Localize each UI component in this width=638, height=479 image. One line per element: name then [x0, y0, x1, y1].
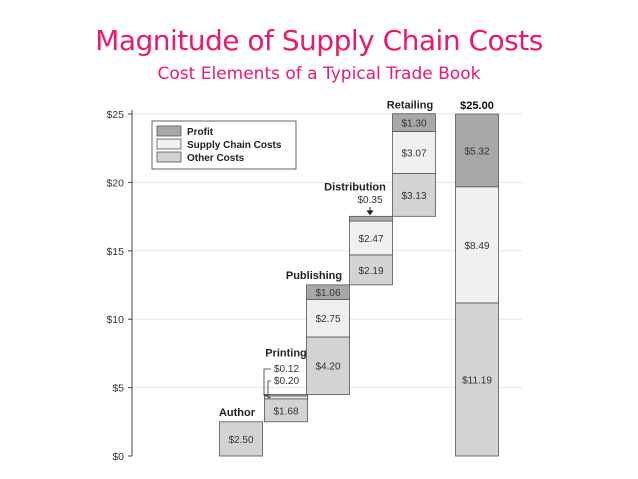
legend-label: Supply Chain Costs — [187, 140, 282, 151]
bar-segment-supply-chain — [455, 186, 499, 304]
y-tick-label: $10 — [106, 314, 124, 326]
segment-value-label: $1.30 — [401, 119, 426, 130]
total-segment-label: $8.49 — [464, 241, 489, 252]
legend-swatch-profit — [156, 125, 182, 137]
step-name-label: Publishing — [286, 270, 342, 282]
bar-segment-other — [219, 421, 263, 457]
segment-value-label: $2.47 — [358, 234, 383, 245]
callout-arrowhead — [366, 210, 374, 216]
bar-segment-other — [455, 302, 499, 457]
segment-value-label: $2.19 — [358, 266, 383, 277]
total-segment-label: $5.32 — [464, 146, 489, 157]
bar-labels: $11.19 $8.49 $5.32 $25.00 $2.50 $1.68 $4.20 $2.… — [219, 100, 494, 446]
bar-segment-supply-chain — [264, 395, 308, 400]
y-tick-label: $15 — [106, 246, 124, 258]
segment-value-label: $1.06 — [315, 288, 340, 299]
legend-label: Other Costs — [187, 153, 245, 164]
callout-line — [267, 380, 271, 398]
legend-swatch-other — [156, 151, 182, 163]
segment-value-label: $3.07 — [401, 149, 426, 160]
callout-label: $0.20 — [274, 376, 299, 387]
y-tick-label: $20 — [106, 177, 124, 189]
legend-label: Profit — [187, 127, 214, 138]
callout-label: $0.35 — [357, 195, 382, 206]
bar-segment-other — [349, 254, 393, 286]
slide-subtitle: Cost Elements of a Typical Trade Book — [157, 64, 481, 84]
y-tick-label: $5 — [112, 383, 124, 395]
callout-label: $0.12 — [274, 364, 299, 375]
bar-segment-profit — [264, 394, 308, 397]
bar-segment-profit — [349, 215, 393, 222]
segment-value-label: $1.68 — [273, 406, 298, 417]
segment-value-label: $2.75 — [315, 314, 340, 325]
step-name-label: Author — [219, 407, 256, 419]
bar-segment-other — [392, 173, 436, 217]
y-tick-label: $0 — [112, 451, 124, 463]
step-name-label: Retailing — [387, 100, 433, 112]
legend-swatch-supply-chain — [156, 138, 182, 150]
total-value-label: $25.00 — [460, 100, 494, 112]
step-name-label: Printing — [265, 347, 307, 359]
total-segment-label: $11.19 — [462, 375, 492, 386]
segment-value-label: $4.20 — [315, 362, 340, 373]
bar-segment-profit — [392, 113, 436, 132]
legend: Profit Supply Chain Costs Other Costs — [151, 120, 297, 170]
bar-segment-supply-chain — [306, 298, 350, 338]
slide-title: Magnitude of Supply Chain Costs — [95, 24, 543, 57]
bars — [219, 113, 499, 457]
y-axis: $0 $5 $10 $15 $20 $25 — [106, 109, 133, 463]
bar-segment-supply-chain — [349, 220, 393, 256]
callout-line — [263, 368, 271, 396]
segment-value-label: $2.50 — [228, 435, 253, 446]
bar-segment-profit — [455, 113, 499, 188]
segment-value-label: $3.13 — [401, 191, 426, 202]
y-tick-label: $25 — [106, 109, 124, 121]
bar-segment-profit — [306, 284, 350, 300]
bar-segment-other — [306, 336, 350, 395]
step-name-label: Distribution — [324, 181, 386, 193]
